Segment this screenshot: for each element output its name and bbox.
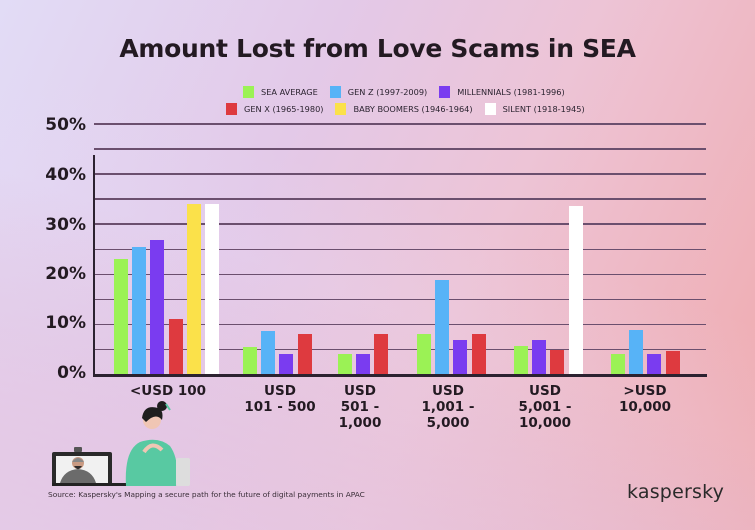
- legend-item-baby-boomers: BABY BOOMERS (1946-1964): [335, 103, 473, 115]
- bar: [514, 345, 528, 374]
- legend-item-gen-z: GEN Z (1997-2009): [329, 86, 427, 98]
- bar: [297, 333, 312, 374]
- y-tick-20: 20%: [45, 264, 86, 284]
- bar: [374, 333, 389, 374]
- x-axis: [93, 374, 707, 377]
- bar: [205, 204, 219, 374]
- bar: [611, 353, 625, 374]
- kaspersky-logo: kaspersky: [627, 481, 725, 503]
- x-label-5001-10000: USD 5,001 - 10,000: [518, 383, 572, 431]
- bar: [356, 353, 371, 374]
- y-axis: [93, 155, 95, 376]
- y-tick-10: 10%: [45, 313, 86, 333]
- bar: [647, 353, 662, 374]
- gridline: [94, 123, 706, 125]
- bar: [150, 240, 165, 374]
- bar: [568, 206, 583, 374]
- bar: [338, 353, 352, 374]
- legend-item-gen-x: GEN X (1965-1980): [226, 103, 323, 115]
- legend-item-millennials: MILLENNIALS (1981-1996): [439, 86, 565, 98]
- legend-swatch-icon: [484, 103, 496, 115]
- bar: [532, 339, 547, 374]
- legend-swatch-icon: [439, 86, 451, 98]
- gridline: [94, 173, 706, 175]
- x-label-lt-100: <USD 100: [129, 383, 207, 399]
- chart-title: Amount Lost from Love Scams in SEA: [119, 34, 636, 63]
- bar: [629, 329, 644, 374]
- gridline: [94, 323, 706, 326]
- y-tick-50: 50%: [45, 115, 86, 135]
- gridline: [94, 273, 706, 276]
- y-tick-40: 40%: [45, 165, 86, 185]
- y-tick-0: 0%: [57, 363, 86, 383]
- bar: [550, 349, 565, 374]
- bar: [279, 353, 294, 374]
- bar: [453, 339, 468, 374]
- legend-item-silent: SILENT (1918-1945): [484, 103, 585, 115]
- gridline: [94, 348, 706, 351]
- legend-swatch-icon: [329, 86, 341, 98]
- gridline: [94, 148, 706, 150]
- bar: [665, 350, 680, 374]
- x-label-101-500: USD 101 - 500: [244, 383, 316, 415]
- bar: [186, 204, 201, 374]
- gridline: [94, 223, 706, 225]
- gridline: [94, 298, 706, 301]
- legend-item-sea-average: SEA AVERAGE: [243, 86, 318, 98]
- x-label-1001-5000: USD 1,001 - 5,000: [421, 383, 475, 431]
- legend-swatch-icon: [243, 86, 254, 98]
- bar: [168, 318, 183, 374]
- source-note: Source: Kaspersky's Mapping a secure pat…: [48, 490, 365, 499]
- legend-swatch-icon: [335, 103, 347, 115]
- bar: [417, 333, 431, 374]
- legend-swatch-icon: [226, 103, 237, 115]
- legend-row-1: SEA AVERAGE GEN Z (1997-2009) MILLENNIAL…: [243, 86, 577, 98]
- legend-row-2: GEN X (1965-1980) BABY BOOMERS (1946-196…: [226, 103, 597, 115]
- x-label-501-1000: USD 501 - 1,000: [338, 383, 382, 431]
- bar: [435, 279, 450, 374]
- gridline: [94, 198, 706, 200]
- y-tick-30: 30%: [45, 215, 86, 235]
- bar: [132, 247, 147, 374]
- bar: [261, 330, 276, 374]
- video-call-illustration-icon: [52, 401, 190, 486]
- bar: [471, 333, 486, 374]
- gridline: [94, 248, 706, 250]
- bar: [243, 346, 257, 374]
- bar: [114, 258, 128, 374]
- x-label-gt-10000: >USD 10,000: [618, 383, 672, 415]
